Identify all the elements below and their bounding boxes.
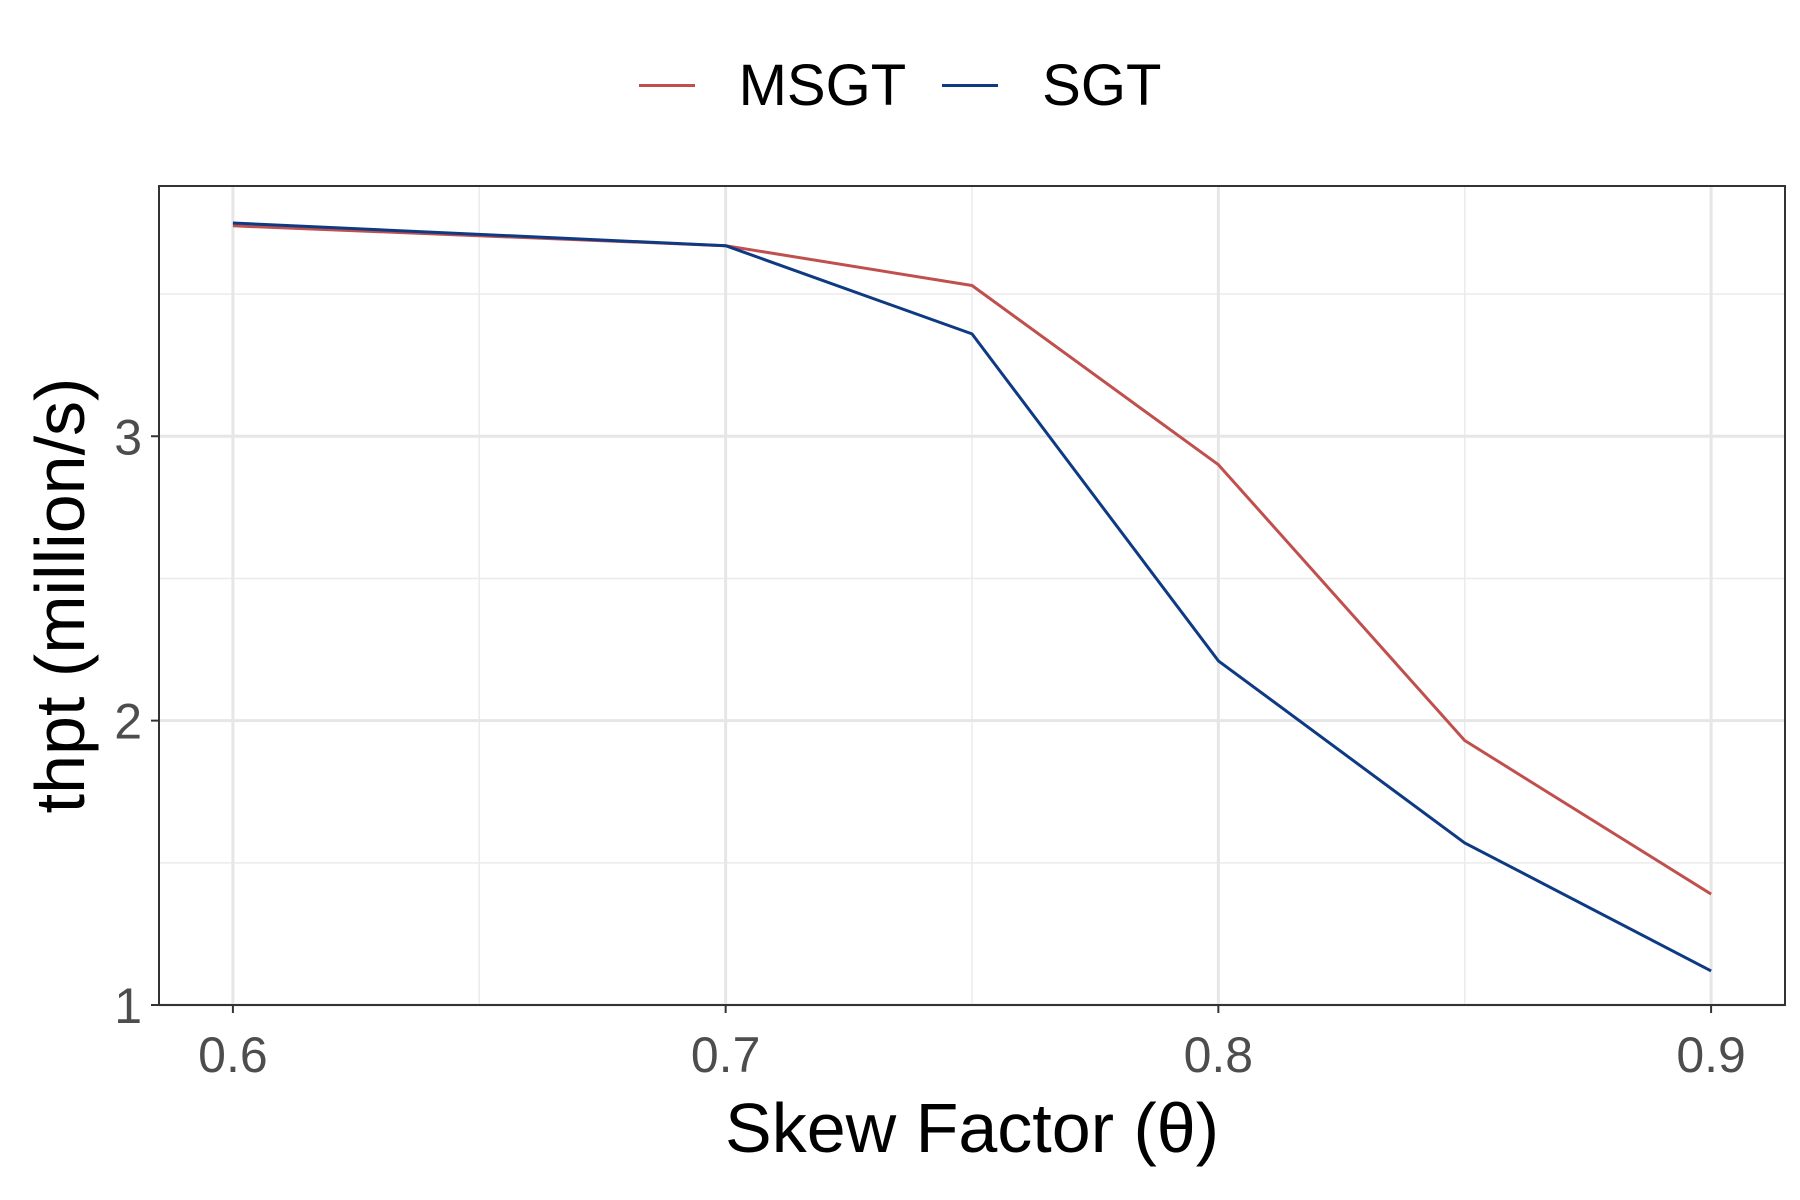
series-line-sgt xyxy=(232,221,1712,973)
legend-swatch-msgt xyxy=(638,83,695,87)
x-tick-label: 0.7 xyxy=(691,1027,761,1083)
legend-item-sgt: SGT xyxy=(942,52,1161,119)
y-axis-title: thpt (million/s) xyxy=(21,378,99,814)
plot-panel-border xyxy=(158,185,1786,1006)
minor-gridlines xyxy=(159,186,1785,1005)
legend-swatch-sgt xyxy=(942,83,999,87)
y-tick-label: 3 xyxy=(114,409,142,465)
x-tick-label: 0.8 xyxy=(1184,1027,1254,1083)
x-tick-label: 0.6 xyxy=(198,1027,268,1083)
legend-item-msgt: MSGT xyxy=(638,52,907,119)
y-tick-label: 2 xyxy=(114,694,142,750)
axis-ticks xyxy=(151,435,1713,1013)
tick-labels: 0.6 0.7 0.8 0.9 1 2 3 xyxy=(114,409,1746,1083)
x-tick-label: 0.9 xyxy=(1676,1027,1746,1083)
x-axis-title: Skew Factor (θ) xyxy=(725,1089,1219,1167)
legend-label-msgt: MSGT xyxy=(738,52,907,118)
series-layer xyxy=(232,221,1712,973)
y-tick-label: 1 xyxy=(114,978,142,1034)
legend-label-sgt: SGT xyxy=(1042,52,1162,118)
legend: MSGT SGT xyxy=(0,40,1800,130)
